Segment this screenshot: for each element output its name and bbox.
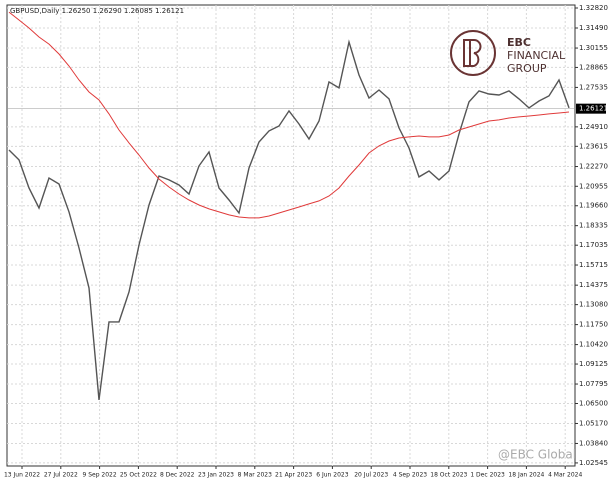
price-tag-label: 1.26121 (579, 105, 608, 113)
y-tick-label: 1.05170 (579, 419, 608, 427)
y-tick-label: 1.28865 (579, 63, 608, 71)
y-tick-label: 1.02545 (579, 459, 608, 467)
series-line (8, 39, 570, 400)
y-tick-label: 1.17035 (579, 241, 608, 249)
x-tick-label: 21 Apr 2023 (275, 472, 312, 479)
x-tick-label: 4 Mar 2024 (548, 472, 582, 479)
x-tick-label: 27 Jul 2022 (44, 472, 78, 479)
x-tick-label: 9 Sep 2022 (82, 472, 116, 479)
x-tick-label: 13 Jun 2022 (4, 472, 40, 479)
y-tick-label: 1.24910 (579, 123, 608, 131)
price-tag (576, 103, 606, 114)
y-tick-label: 1.09125 (579, 360, 608, 368)
series-line (8, 11, 570, 219)
y-tick-label: 1.14375 (579, 281, 608, 289)
x-tick-label: 8 Mar 2023 (238, 472, 272, 479)
x-tick-label: 1 Dec 2023 (470, 472, 505, 479)
x-tick-label: 4 Sep 2023 (393, 472, 427, 479)
y-tick-label: 1.07795 (579, 380, 608, 388)
y-tick-label: 1.27535 (579, 83, 608, 91)
x-tick-label: 25 Oct 2022 (120, 472, 157, 479)
x-tick-label: 20 Jul 2023 (354, 472, 388, 479)
logo-ring (450, 30, 496, 76)
y-tick-label: 1.32820 (579, 4, 608, 12)
x-tick-label: 18 Jan 2024 (508, 472, 544, 479)
logo-text: EBC (507, 36, 531, 49)
y-tick-label: 1.15715 (579, 261, 608, 269)
logo: EBC FINANCIAL GROUP (450, 30, 566, 76)
y-tick-label: 1.20955 (579, 182, 608, 190)
y-tick-label: 1.10420 (579, 341, 608, 349)
y-tick-label: 1.11750 (579, 321, 608, 329)
y-tick-label: 1.06500 (579, 399, 608, 407)
y-tick-label: 1.18335 (579, 222, 608, 230)
logo-text: FINANCIAL (507, 49, 566, 62)
y-tick-label: 1.13080 (579, 301, 608, 309)
logo-glyph (463, 39, 482, 67)
y-tick-label: 1.30155 (579, 44, 608, 52)
watermark: @EBC Global (498, 448, 576, 462)
logo-text: GROUP (507, 62, 547, 75)
y-tick-label: 1.22270 (579, 163, 608, 171)
y-tick-label: 1.03840 (579, 439, 608, 447)
y-tick-label: 1.31490 (579, 24, 608, 32)
grid (7, 5, 575, 466)
x-tick-label: 18 Oct 2023 (430, 472, 467, 479)
plot-frame (6, 4, 576, 467)
x-tick-label: 8 Dec 2022 (160, 472, 195, 479)
chart-header: GBPUSD,Daily 1.26250 1.26290 1.26085 1.2… (10, 7, 184, 15)
y-tick-label: 1.23615 (579, 142, 608, 150)
x-tick-label: 23 Jan 2023 (198, 472, 234, 479)
y-tick-label: 1.19660 (579, 202, 608, 210)
x-tick-label: 6 Jun 2023 (316, 472, 348, 479)
